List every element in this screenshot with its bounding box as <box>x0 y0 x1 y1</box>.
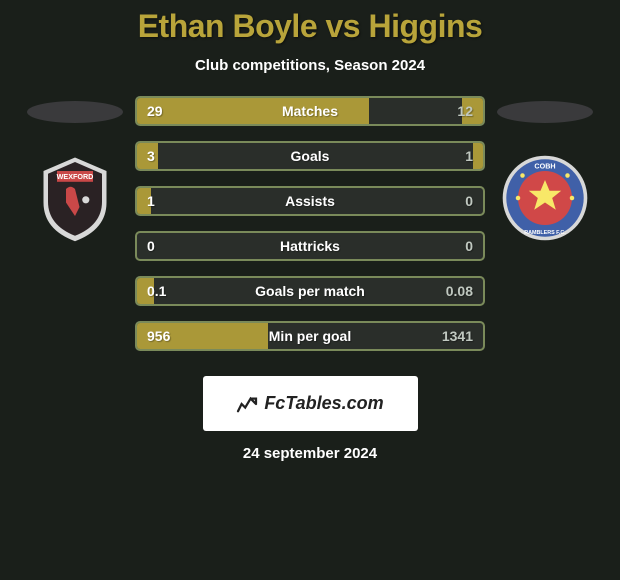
stat-value-right: 0 <box>465 238 473 254</box>
stat-value-left: 29 <box>147 103 163 119</box>
svg-text:WEXFORD: WEXFORD <box>57 172 94 181</box>
cobh-badge-icon: COBH RAMBLERS F.C. <box>500 153 590 243</box>
date-line: 24 september 2024 <box>243 445 377 462</box>
main-content: WEXFORD 29 Matches 12 3 Goals 1 1 Assists 0 0 Hatt… <box>0 96 620 351</box>
brand-box[interactable]: FcTables.com <box>203 376 418 431</box>
stat-row: 0 Hattricks 0 <box>135 231 485 261</box>
brand-text: FcTables.com <box>264 393 383 414</box>
stat-value-right: 12 <box>457 103 473 119</box>
wexford-badge-icon: WEXFORD <box>30 153 120 243</box>
stat-value-left: 1 <box>147 193 155 209</box>
subtitle: Club competitions, Season 2024 <box>195 57 425 74</box>
stat-row: 956 Min per goal 1341 <box>135 321 485 351</box>
page-title: Ethan Boyle vs Higgins <box>138 8 483 45</box>
stat-label: Min per goal <box>269 328 351 344</box>
stat-value-right: 0 <box>465 193 473 209</box>
svg-text:COBH: COBH <box>534 161 555 170</box>
stat-value-right: 1 <box>465 148 473 164</box>
stat-fill-right <box>473 143 483 169</box>
stat-row: 0.1 Goals per match 0.08 <box>135 276 485 306</box>
stat-label: Hattricks <box>280 238 340 254</box>
stats-column: 29 Matches 12 3 Goals 1 1 Assists 0 0 Hattricks 0 0.… <box>135 96 485 351</box>
stat-value-left: 0.1 <box>147 283 166 299</box>
stat-row: 29 Matches 12 <box>135 96 485 126</box>
left-team-column: WEXFORD <box>15 96 135 243</box>
comparison-panel: Ethan Boyle vs Higgins Club competitions… <box>0 0 620 580</box>
stat-value-left: 956 <box>147 328 170 344</box>
right-team-column: COBH RAMBLERS F.C. <box>485 96 605 243</box>
stat-value-right: 0.08 <box>446 283 473 299</box>
stat-label: Assists <box>285 193 335 209</box>
stat-row: 1 Assists 0 <box>135 186 485 216</box>
right-ellipse-shadow <box>497 101 593 123</box>
stat-value-left: 0 <box>147 238 155 254</box>
left-ellipse-shadow <box>27 101 123 123</box>
stat-label: Goals <box>291 148 330 164</box>
stat-label: Goals per match <box>255 283 365 299</box>
stat-row: 3 Goals 1 <box>135 141 485 171</box>
stat-value-right: 1341 <box>442 328 473 344</box>
stat-label: Matches <box>282 103 338 119</box>
right-team-badge: COBH RAMBLERS F.C. <box>500 153 590 243</box>
fctables-logo-icon <box>236 395 258 413</box>
stat-value-left: 3 <box>147 148 155 164</box>
svg-text:RAMBLERS F.C.: RAMBLERS F.C. <box>524 230 566 236</box>
left-team-badge: WEXFORD <box>30 153 120 243</box>
